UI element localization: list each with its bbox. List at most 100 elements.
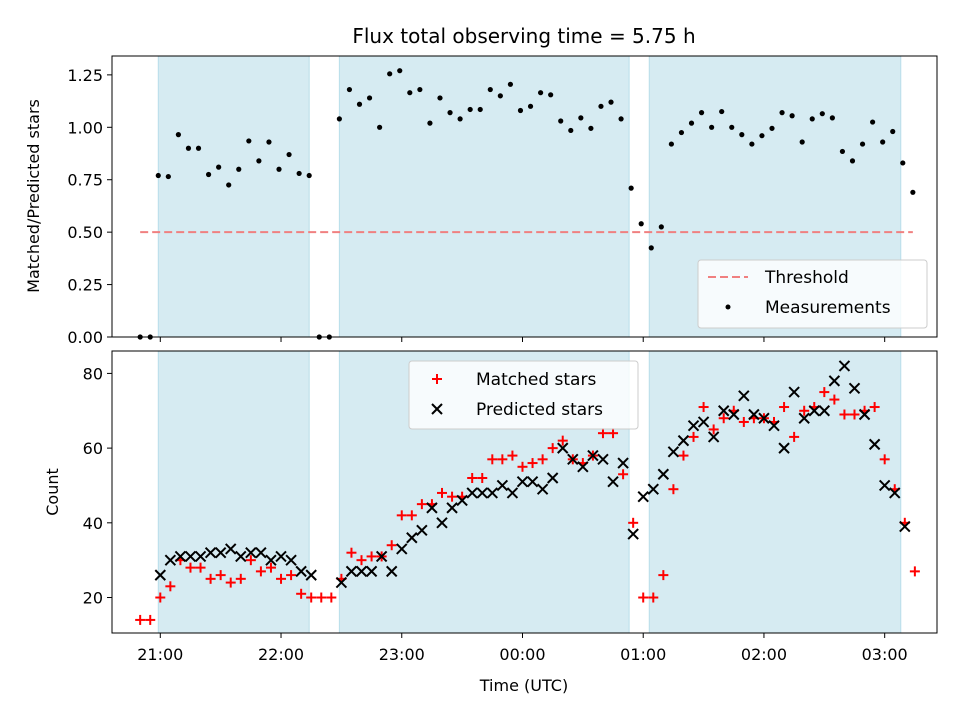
predicted-star-point-55 xyxy=(728,408,740,421)
x-axis-label: Time (UTC) xyxy=(479,676,568,695)
predicted-star-point-9 xyxy=(245,546,257,559)
predicted-star-point-72 xyxy=(899,520,911,533)
measurements-series xyxy=(137,68,916,340)
matched-star-point-35 xyxy=(487,454,498,465)
matched-star-point-28 xyxy=(416,499,427,510)
predicted-star-point-16 xyxy=(335,576,348,589)
predicted-x-b xyxy=(496,479,509,492)
predicted-x-b xyxy=(627,528,639,540)
measurement-point-77 xyxy=(910,189,916,195)
measurement-point-53 xyxy=(668,141,674,147)
matched-star-point-10 xyxy=(235,573,246,584)
predicted-star-point-25 xyxy=(426,502,438,514)
predicted-star-point-5 xyxy=(204,546,217,559)
predicted-x-b xyxy=(486,487,499,499)
predicted-star-point-46 xyxy=(637,490,649,503)
matched-star-point-66 xyxy=(799,405,810,416)
predicted-star-point-36 xyxy=(536,483,549,495)
measurement-point-71 xyxy=(849,158,856,164)
matched-star-point-23 xyxy=(366,551,377,562)
bottom-y-axis-label: Count xyxy=(43,468,62,516)
top-y-tick-label-0: 0.00 xyxy=(67,328,103,347)
predicted-star-point-37 xyxy=(546,472,559,484)
matched-star-point-37 xyxy=(507,450,518,461)
predicted-x-b xyxy=(154,569,166,581)
observing-window-bottom-0 xyxy=(157,350,310,634)
top-legend: Threshold Measurements xyxy=(697,259,928,329)
predicted-star-point-24 xyxy=(416,524,428,536)
predicted-x-b xyxy=(164,554,177,566)
predicted-x-b xyxy=(647,483,659,495)
matched-star-point-27 xyxy=(406,510,417,521)
matched-star-point-36 xyxy=(497,454,508,465)
predicted-x-b xyxy=(818,405,831,417)
predicted-star-point-19 xyxy=(365,565,378,578)
measurement-point-11 xyxy=(246,138,252,144)
predicted-x-b xyxy=(335,576,348,589)
matched-star-point-38 xyxy=(517,461,528,472)
measurement-point-43 xyxy=(568,127,574,134)
predicted-star-point-69 xyxy=(868,438,881,451)
top-y-tick-label-5: 1.25 xyxy=(67,66,103,85)
predicted-x-b xyxy=(667,446,680,458)
predicted-star-point-38 xyxy=(557,442,569,454)
predicted-x-b xyxy=(697,416,710,428)
predicted-x-b xyxy=(355,565,368,578)
predicted-x-b xyxy=(637,490,649,503)
predicted-star-point-22 xyxy=(396,543,408,555)
measurement-point-5 xyxy=(185,145,192,151)
predicted-x-b xyxy=(798,412,810,424)
bottom-y-tick-label-0: 20 xyxy=(83,589,103,608)
observing-window-top-0 xyxy=(157,55,310,338)
measurement-point-4 xyxy=(175,132,182,138)
matched-star-point-50 xyxy=(638,592,649,603)
measurement-point-9 xyxy=(226,182,232,188)
measurement-point-6 xyxy=(195,145,202,151)
top-y-tick-label-1: 0.25 xyxy=(67,276,103,295)
predicted-star-point-62 xyxy=(798,412,810,424)
matched-star-point-58 xyxy=(718,413,729,424)
predicted-star-point-23 xyxy=(406,532,418,544)
predicted-star-point-18 xyxy=(355,565,368,578)
predicted-star-point-31 xyxy=(486,487,499,499)
matched-star-point-25 xyxy=(386,540,397,551)
predicted-x-b xyxy=(587,449,599,462)
predicted-star-point-51 xyxy=(687,419,700,432)
x-tick-label-6: 03:00 xyxy=(862,645,908,664)
x-tick-label-1: 22:00 xyxy=(258,645,304,664)
predicted-x-b xyxy=(516,476,529,488)
predicted-x-b xyxy=(617,457,629,469)
measurement-point-75 xyxy=(890,128,896,135)
predicted-star-point-15 xyxy=(305,569,317,581)
predicted-x-b xyxy=(607,476,619,488)
predicted-star-point-68 xyxy=(858,408,871,421)
predicted-star-point-26 xyxy=(436,517,448,529)
predicted-x-b xyxy=(577,461,589,473)
predicted-x-b xyxy=(214,546,227,559)
matched-star-point-60 xyxy=(738,416,749,427)
predicted-star-point-13 xyxy=(285,554,297,566)
measurement-point-63 xyxy=(769,125,775,131)
predicted-x-b xyxy=(275,550,287,563)
predicted-x-b xyxy=(878,479,891,492)
measurement-point-72 xyxy=(859,141,866,147)
measurement-point-62 xyxy=(759,133,765,139)
predicted-x-b xyxy=(446,502,458,514)
measurement-point-40 xyxy=(537,90,544,96)
predicted-x-b xyxy=(305,569,317,581)
legend-predicted-label: Predicted stars xyxy=(476,400,603,420)
predicted-x-b xyxy=(184,550,197,563)
measurement-point-29 xyxy=(427,120,433,126)
predicted-x-b xyxy=(416,524,428,536)
bottom-legend: Matched stars Predicted stars xyxy=(408,360,639,430)
measurement-point-47 xyxy=(608,99,614,105)
matched-star-point-40 xyxy=(537,454,548,465)
matched-star-point-68 xyxy=(819,387,830,398)
legend-measurements-swatch xyxy=(725,304,731,310)
predicted-x-b xyxy=(677,434,690,447)
measurement-point-73 xyxy=(870,119,876,125)
predicted-star-point-50 xyxy=(677,434,690,447)
predicted-x-b xyxy=(265,554,277,566)
predicted-star-point-49 xyxy=(667,446,680,458)
